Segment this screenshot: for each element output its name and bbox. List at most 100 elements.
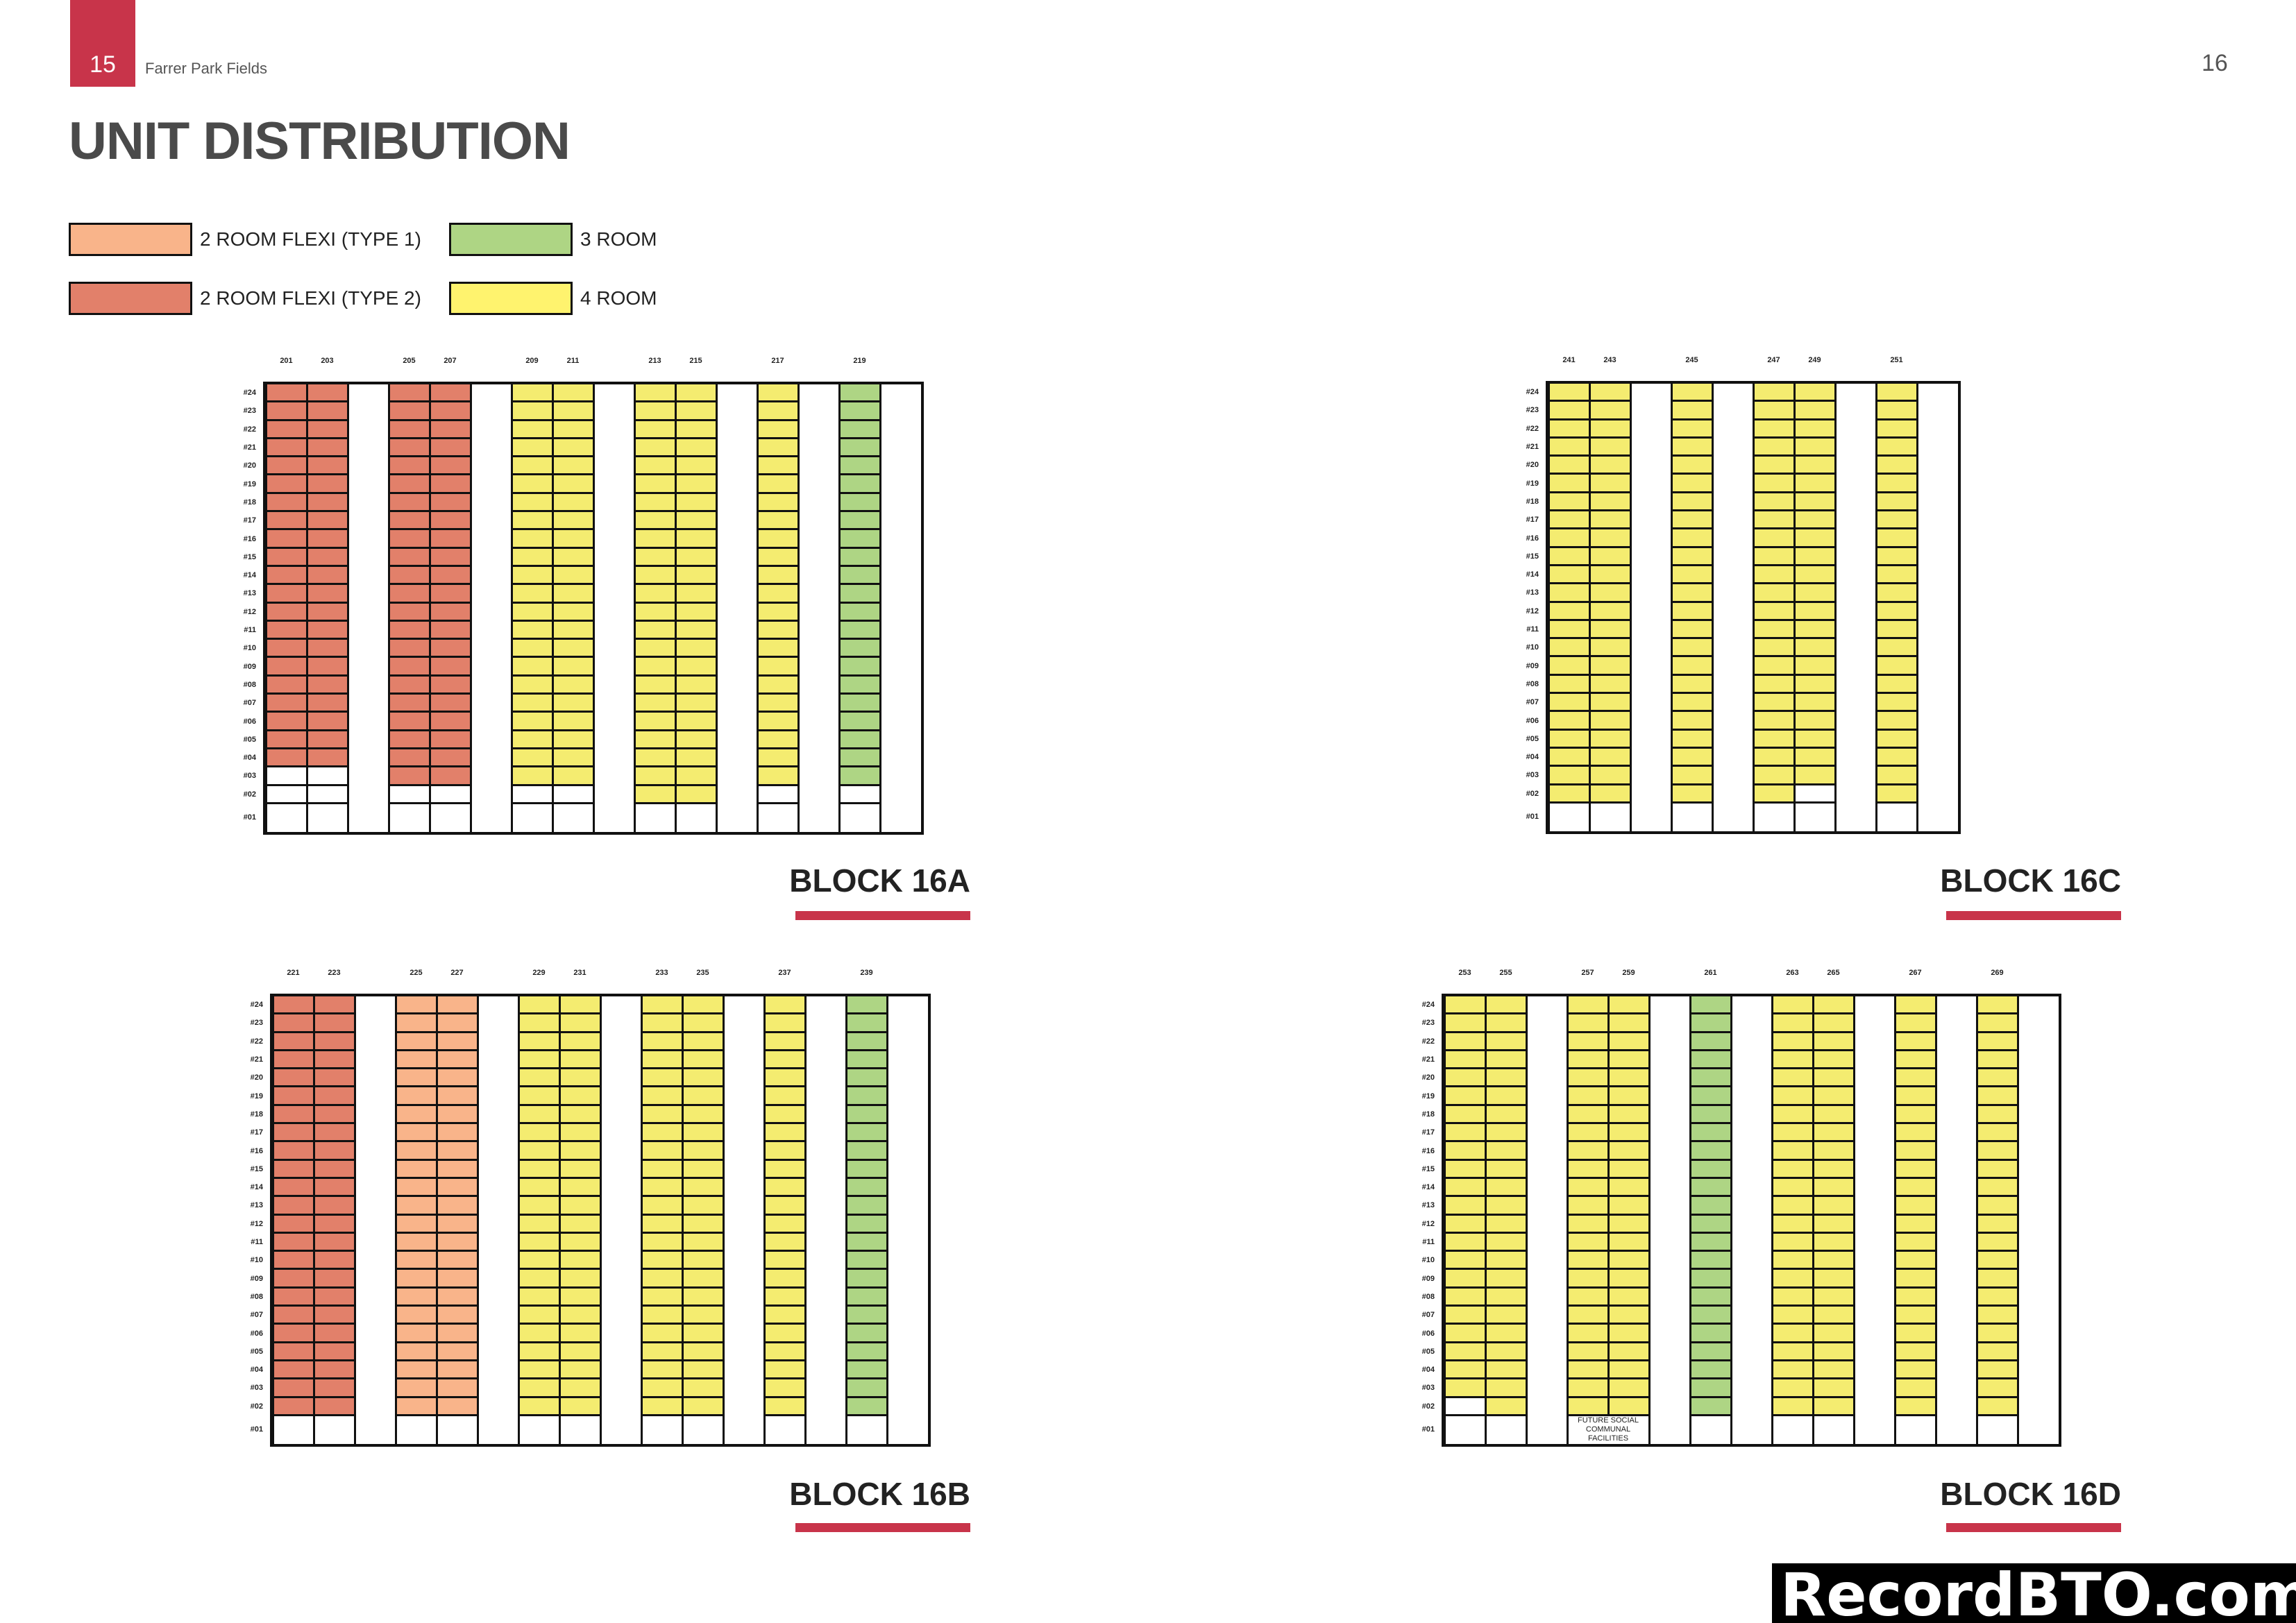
unit-cell — [635, 603, 675, 622]
unit-cell — [1978, 1416, 2017, 1444]
unit-cell — [1609, 1215, 1648, 1234]
unit-grid — [263, 382, 924, 835]
unit-cell — [553, 731, 593, 749]
unit-cell — [437, 1233, 477, 1252]
unit-cell — [1896, 1270, 1935, 1289]
unit-number-label: 239 — [860, 969, 873, 977]
unit-cell — [553, 439, 593, 458]
unit-number-label: 235 — [696, 969, 709, 977]
unit-cell — [519, 1197, 559, 1216]
unit-cell — [840, 731, 879, 749]
unit-cell — [1486, 1325, 1526, 1343]
unit-cell — [396, 1270, 436, 1289]
unit-cell — [430, 566, 470, 586]
unit-cell — [1445, 1124, 1485, 1143]
unit-cell — [437, 1160, 477, 1179]
unit-cell — [1877, 511, 1916, 530]
unit-cell — [683, 1252, 723, 1271]
unit-cell — [1486, 1361, 1526, 1380]
unit-cell — [396, 1014, 436, 1033]
floor-label: #14 — [243, 571, 256, 580]
unit-cell — [396, 1142, 436, 1161]
unit-cell — [512, 658, 552, 677]
unit-cell — [519, 1233, 559, 1252]
unit-cell — [1977, 1014, 2017, 1033]
unit-number-label: 267 — [1909, 969, 1922, 977]
unit-cell — [1977, 1215, 2017, 1234]
unit-cell — [1896, 1288, 1935, 1307]
floor-label: #09 — [250, 1274, 263, 1283]
floor-label: #12 — [1421, 1219, 1435, 1228]
unit-cell — [1754, 420, 1793, 439]
unit-cell — [273, 1105, 313, 1125]
unit-cell — [840, 439, 879, 458]
unit-cell — [840, 530, 879, 549]
floor-label: #15 — [243, 552, 256, 561]
unit-cell — [314, 1270, 354, 1289]
page-number-tab: 15 — [70, 0, 135, 87]
floor-label: #13 — [1421, 1201, 1435, 1210]
unit-cell — [635, 658, 675, 677]
unit-cell — [553, 384, 593, 403]
floor-label: #01 — [1421, 1425, 1435, 1434]
unit-cell — [683, 1343, 723, 1361]
unit-cell — [396, 1361, 436, 1380]
unit-cell — [314, 1288, 354, 1307]
unit-stack-233 — [640, 996, 684, 1444]
unit-cell — [1486, 1051, 1526, 1070]
unit-cell — [314, 1361, 354, 1380]
unit-cell — [1896, 1142, 1935, 1161]
unit-cell — [1609, 1379, 1648, 1398]
unit-cell — [847, 1051, 886, 1070]
unit-cell — [1796, 804, 1834, 831]
unit-cell — [758, 767, 797, 786]
unit-cell — [560, 1014, 600, 1033]
unit-cell — [676, 439, 716, 458]
floor-label: #16 — [243, 534, 256, 543]
unit-cell — [267, 786, 306, 804]
unit-cell — [1549, 584, 1589, 603]
floor-label: #06 — [1526, 716, 1539, 725]
unit-cell — [519, 1087, 559, 1106]
unit-cell — [1445, 1215, 1485, 1234]
floor-label: #06 — [1421, 1329, 1435, 1338]
unit-cell — [560, 1087, 600, 1106]
unit-cell — [1486, 1233, 1526, 1252]
unit-cell — [1445, 1051, 1485, 1070]
unit-cell — [765, 1288, 804, 1307]
unit-cell — [1672, 420, 1712, 439]
unit-cell — [314, 1160, 354, 1179]
unit-cell — [635, 420, 675, 439]
unit-cell — [560, 1069, 600, 1088]
unit-cell — [1773, 1343, 1812, 1361]
unit-cell — [1795, 584, 1834, 603]
unit-cell — [519, 996, 559, 1015]
unit-cell — [1549, 438, 1589, 457]
floor-label: #20 — [1526, 461, 1539, 470]
unit-cell — [1773, 1361, 1812, 1380]
floor-label: #08 — [1526, 679, 1539, 688]
unit-cell — [1672, 785, 1712, 804]
floor-label: #02 — [250, 1402, 263, 1411]
unit-cell — [765, 1178, 804, 1198]
unit-cell — [1549, 675, 1589, 695]
unit-cell — [1568, 1325, 1607, 1343]
unit-cell — [437, 1178, 477, 1198]
unit-cell — [676, 767, 716, 786]
floor-label: #22 — [250, 1037, 263, 1046]
unit-cell — [1977, 1361, 2017, 1380]
unit-stack-213 — [633, 384, 677, 832]
unit-cell — [1877, 657, 1916, 676]
unit-cell — [676, 530, 716, 549]
unit-cell — [1486, 1105, 1526, 1125]
unit-cell — [1896, 1215, 1935, 1234]
floor-label: #04 — [250, 1366, 263, 1375]
floor-label: #09 — [1421, 1274, 1435, 1283]
unit-cell — [676, 457, 716, 476]
unit-cell — [396, 1379, 436, 1398]
unit-cell — [1754, 675, 1793, 695]
unit-cell — [1814, 1215, 1853, 1234]
unit-cell — [1877, 493, 1916, 512]
unit-cell — [765, 1087, 804, 1106]
unit-cell — [683, 1361, 723, 1380]
